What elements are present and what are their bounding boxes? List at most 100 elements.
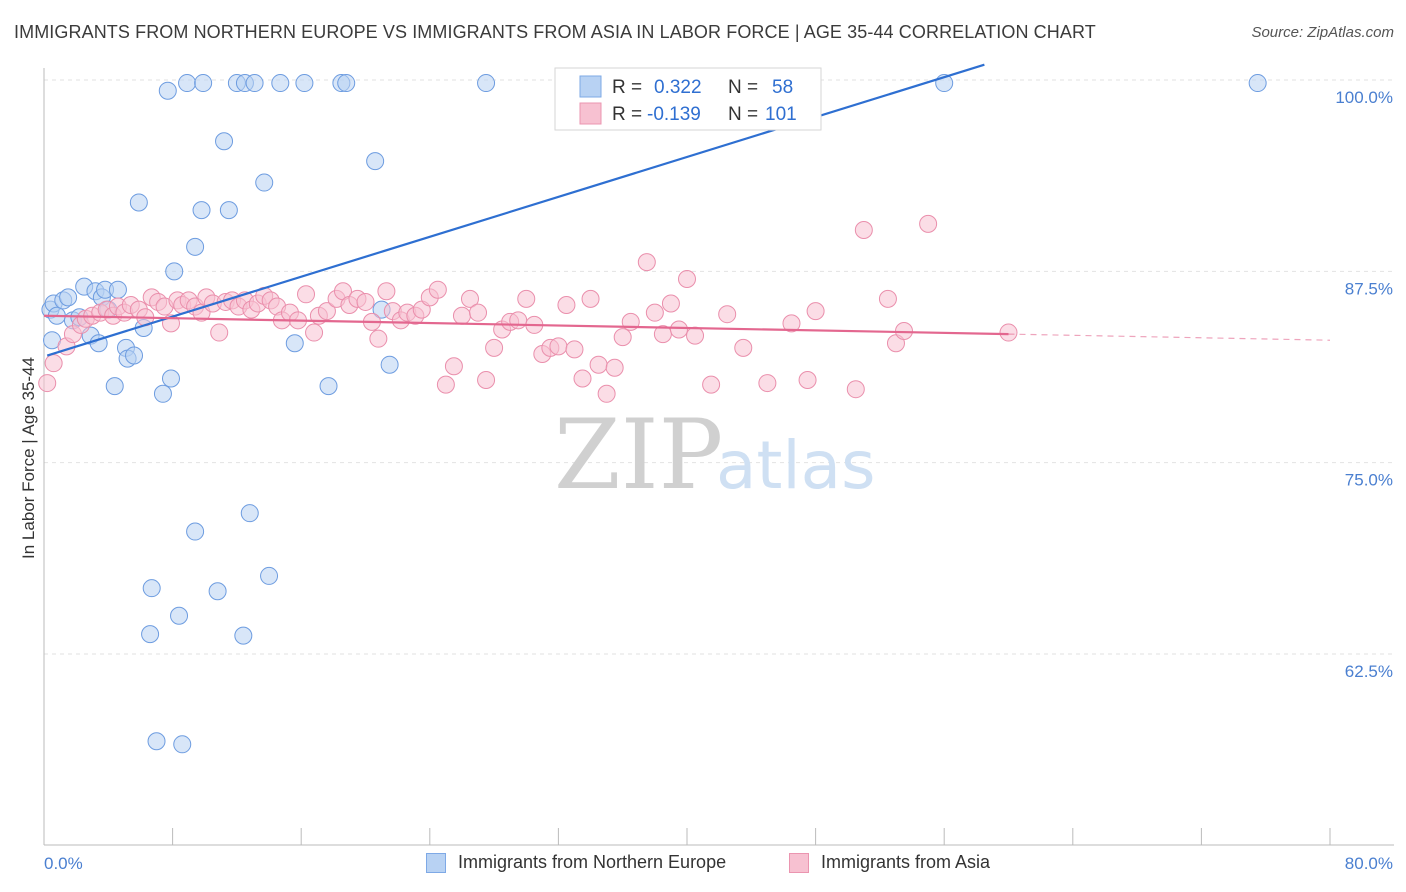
y-tick-label: 75.0% bbox=[1345, 471, 1393, 490]
data-point-asia bbox=[517, 289, 536, 308]
data-point-asia bbox=[581, 289, 600, 308]
data-point-northern-europe bbox=[260, 566, 279, 585]
data-point-asia bbox=[854, 221, 873, 240]
axes bbox=[43, 68, 1394, 846]
bottom-legend-label-asia: Immigrants from Asia bbox=[821, 852, 991, 872]
data-point-asia bbox=[613, 328, 632, 347]
series-northern-europe-points bbox=[41, 74, 1267, 754]
legend-n-value-1: 58 bbox=[772, 77, 793, 98]
data-point-asia bbox=[210, 323, 229, 342]
legend-swatch-pink bbox=[579, 102, 602, 125]
data-point-northern-europe bbox=[108, 280, 127, 299]
data-point-asia bbox=[758, 374, 777, 393]
data-point-northern-europe bbox=[186, 522, 205, 541]
data-point-northern-europe bbox=[173, 735, 192, 754]
data-point-northern-europe bbox=[1248, 74, 1267, 93]
y-tick-label: 100.0% bbox=[1335, 88, 1393, 107]
legend-r-value-1: 0.322 bbox=[654, 77, 702, 98]
data-point-northern-europe bbox=[141, 625, 160, 644]
data-point-northern-europe bbox=[295, 74, 314, 93]
legend-swatch-northern-europe bbox=[426, 852, 446, 873]
data-point-asia bbox=[573, 369, 592, 388]
data-point-asia bbox=[798, 371, 817, 390]
legend-r-label-1: R = bbox=[612, 77, 642, 98]
data-point-asia bbox=[377, 282, 396, 301]
data-point-northern-europe bbox=[170, 606, 189, 625]
data-point-asia bbox=[38, 374, 57, 393]
data-point-northern-europe bbox=[380, 355, 399, 374]
data-point-asia bbox=[452, 306, 471, 325]
chart-title: IMMIGRANTS FROM NORTHERN EUROPE VS IMMIG… bbox=[14, 22, 1096, 42]
legend-n-label-2: N = bbox=[728, 104, 758, 125]
bottom-legend-label-northern-europe: Immigrants from Northern Europe bbox=[458, 852, 727, 872]
data-point-asia bbox=[436, 375, 455, 394]
data-point-northern-europe bbox=[59, 288, 78, 307]
bottom-legend: Immigrants from Northern Europe Immigran… bbox=[0, 850, 1406, 880]
data-point-northern-europe bbox=[125, 346, 144, 365]
watermark: ZIP atlas bbox=[554, 399, 876, 511]
y-tick-label: 87.5% bbox=[1345, 279, 1393, 298]
data-point-asia bbox=[637, 253, 656, 272]
data-point-asia bbox=[460, 289, 479, 308]
legend-r-value-2: -0.139 bbox=[647, 104, 701, 125]
data-point-northern-europe bbox=[219, 201, 238, 220]
data-point-northern-europe bbox=[194, 74, 213, 93]
legend-r-label-2: R = bbox=[612, 104, 642, 125]
series-asia-points bbox=[38, 214, 1018, 403]
data-point-asia bbox=[645, 303, 664, 322]
data-point-asia bbox=[44, 354, 63, 373]
legend-n-value-2: 101 bbox=[765, 104, 797, 125]
legend-n-label-1: N = bbox=[728, 77, 758, 98]
data-point-northern-europe bbox=[158, 81, 177, 100]
data-point-asia bbox=[589, 355, 608, 374]
gridlines bbox=[44, 79, 1394, 655]
data-point-northern-europe bbox=[255, 173, 274, 192]
data-point-asia bbox=[485, 338, 504, 357]
data-point-asia bbox=[678, 269, 696, 288]
data-point-asia bbox=[846, 380, 865, 399]
data-point-northern-europe bbox=[161, 369, 180, 388]
data-point-northern-europe bbox=[105, 377, 124, 396]
data-point-northern-europe bbox=[215, 132, 234, 151]
data-point-asia bbox=[565, 340, 584, 359]
data-point-asia bbox=[999, 323, 1018, 342]
data-point-asia bbox=[369, 329, 388, 348]
data-point-northern-europe bbox=[192, 201, 211, 220]
data-point-asia bbox=[605, 358, 624, 377]
data-point-asia bbox=[477, 371, 496, 390]
data-point-northern-europe bbox=[337, 74, 356, 93]
data-point-northern-europe bbox=[178, 74, 197, 93]
source-label: Source: ZipAtlas.com bbox=[1251, 24, 1394, 41]
trend-line-asia-extension bbox=[1008, 333, 1331, 341]
data-point-asia bbox=[734, 338, 753, 357]
data-point-asia bbox=[661, 294, 680, 313]
data-point-northern-europe bbox=[142, 579, 161, 598]
x-tick-label-min: 0.0% bbox=[44, 854, 83, 873]
data-point-northern-europe bbox=[319, 377, 338, 396]
data-point-asia bbox=[702, 375, 721, 394]
data-point-asia bbox=[428, 280, 447, 299]
data-point-asia bbox=[509, 311, 528, 330]
data-point-asia bbox=[317, 302, 336, 321]
data-point-northern-europe bbox=[271, 74, 290, 93]
data-point-asia bbox=[878, 289, 897, 308]
data-point-asia bbox=[469, 303, 488, 322]
data-point-northern-europe bbox=[147, 732, 166, 751]
data-point-northern-europe bbox=[366, 152, 385, 171]
data-point-asia bbox=[297, 285, 316, 304]
data-point-asia bbox=[549, 337, 568, 356]
data-point-asia bbox=[305, 323, 324, 342]
watermark-atlas: atlas bbox=[716, 427, 876, 504]
data-point-asia bbox=[669, 320, 688, 339]
y-axis-label: In Labor Force | Age 35-44 bbox=[19, 357, 38, 559]
data-point-northern-europe bbox=[165, 262, 184, 281]
data-point-northern-europe bbox=[129, 193, 148, 212]
data-point-asia bbox=[597, 384, 616, 403]
data-point-northern-europe bbox=[477, 74, 496, 93]
trend-line-asia bbox=[43, 314, 1009, 336]
data-point-asia bbox=[919, 214, 938, 233]
data-point-asia bbox=[782, 314, 801, 333]
data-point-asia bbox=[444, 357, 463, 376]
x-tick-label-max: 80.0% bbox=[1345, 854, 1393, 873]
